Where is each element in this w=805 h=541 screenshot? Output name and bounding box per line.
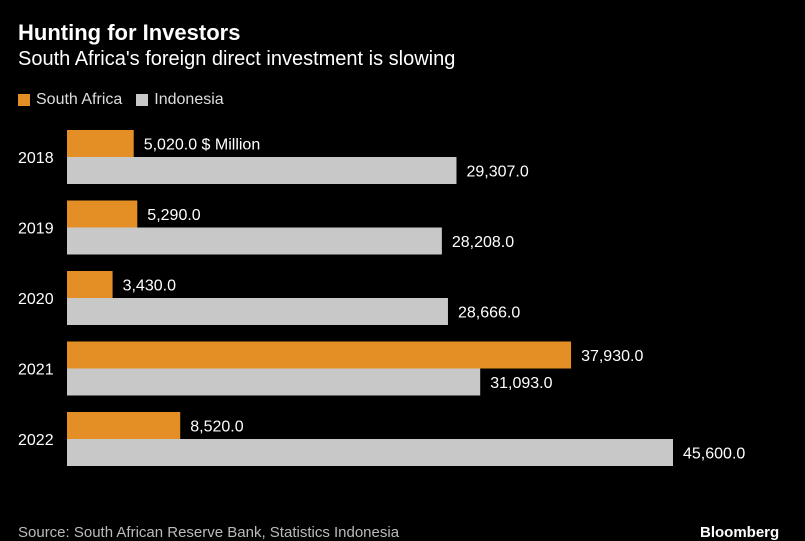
brand-logo: Bloomberg [700, 524, 780, 541]
data-label-indonesia-2020: 28,666.0 [458, 305, 520, 322]
data-label-indonesia-2022: 45,600.0 [683, 446, 745, 463]
legend-swatch-indonesia [136, 94, 149, 106]
bar-indonesia-2019 [67, 227, 442, 255]
bar-south-africa-2020 [67, 271, 113, 298]
legend-item-indonesia: Indonesia [136, 91, 224, 109]
bar-south-africa-2021 [67, 341, 572, 369]
category-label-2018: 2018 [18, 150, 54, 167]
data-label-south-africa-2020: 3,430.0 [123, 278, 176, 295]
chart-subtitle: South Africa's foreign direct investment… [18, 48, 456, 70]
category-label-2020: 2020 [18, 291, 54, 308]
bar-south-africa-2022 [67, 412, 181, 439]
bar-indonesia-2022 [67, 439, 673, 466]
data-label-indonesia-2018: 29,307.0 [466, 164, 528, 181]
category-label-2019: 2019 [18, 221, 54, 238]
source-note: Source: South African Reserve Bank, Stat… [18, 524, 400, 541]
legend-item-south-africa: South Africa [18, 91, 122, 109]
data-label-indonesia-2021: 31,093.0 [490, 375, 552, 392]
bar-south-africa-2018 [67, 130, 134, 157]
category-label-2022: 2022 [18, 432, 54, 449]
chart-title: Hunting for Investors [18, 20, 241, 45]
data-label-south-africa-2022: 8,520.0 [190, 419, 243, 436]
bar-indonesia-2021 [67, 368, 481, 396]
bar-south-africa-2019 [67, 200, 138, 228]
category-label-2021: 2021 [18, 362, 54, 379]
bar-indonesia-2020 [67, 298, 448, 325]
bar-indonesia-2018 [67, 157, 457, 184]
legend: South Africa Indonesia [18, 91, 224, 109]
legend-label-indonesia: Indonesia [154, 91, 224, 108]
data-label-indonesia-2019: 28,208.0 [452, 234, 514, 251]
data-label-south-africa-2019: 5,290.0 [147, 207, 200, 224]
legend-label-south-africa: South Africa [36, 91, 123, 108]
legend-swatch-south-africa [18, 94, 30, 106]
data-label-south-africa-2018: 5,020.0 $ Million [144, 137, 261, 154]
data-label-south-africa-2021: 37,930.0 [581, 348, 643, 365]
